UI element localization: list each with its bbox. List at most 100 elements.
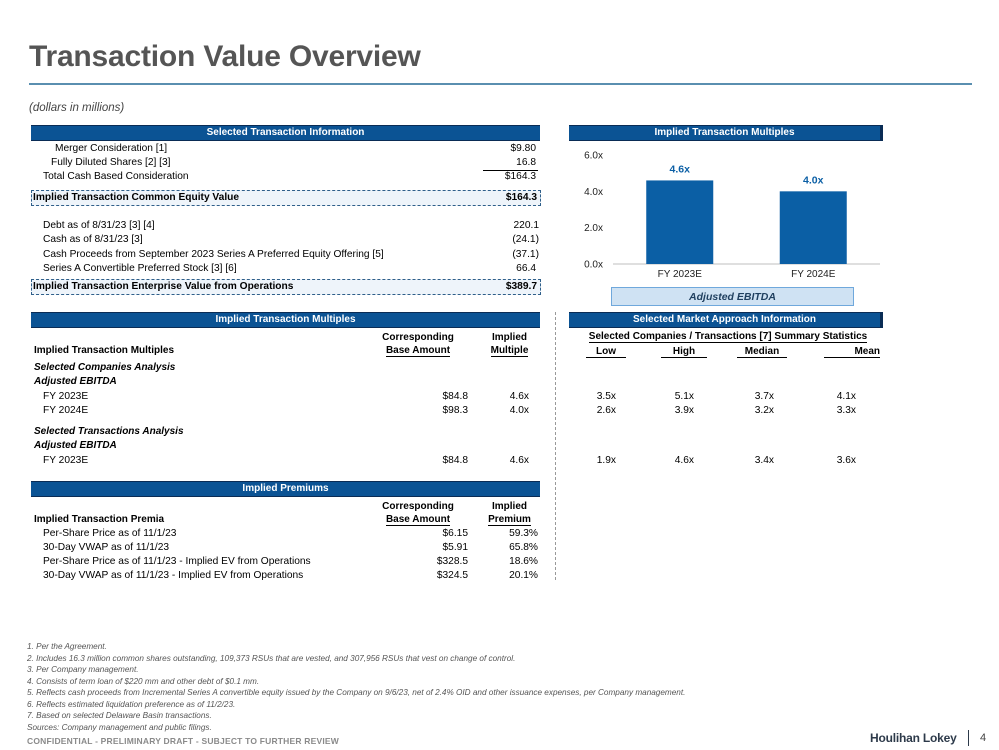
title-divider xyxy=(29,83,972,85)
premium-row-label: 30-Day VWAP as of 11/1/23 xyxy=(43,542,170,553)
market-col-low: Low xyxy=(578,345,634,358)
market-high: 4.6x xyxy=(674,455,694,466)
premium-col-implied-premium: Implied Premium xyxy=(477,500,542,526)
equity-value-highlight: Implied Transaction Common Equity Value … xyxy=(31,190,541,206)
row-base-amount: $98.3 xyxy=(442,405,469,416)
footnote: 5. Reflects cash proceeds from Increment… xyxy=(27,688,686,697)
market-mean: 3.3x xyxy=(836,405,856,416)
footnote: 6. Reflects estimated liquidation prefer… xyxy=(27,699,236,709)
sti-row-value: $164.3 xyxy=(504,171,536,182)
market-row-fy2023e: 3.5x 5.1x 3.7x 4.1x xyxy=(569,391,880,405)
sti-row-value: (37.1) xyxy=(512,249,539,260)
sti-row-label: Cash Proceeds from September 2023 Series… xyxy=(43,249,384,260)
section-divider xyxy=(555,312,556,580)
section-selected-companies: Selected Companies Analysis xyxy=(34,362,176,373)
premium-row: Per-Share Price as of 11/1/23 - Implied … xyxy=(31,556,551,570)
market-row-transactions-fy2023e: 1.9x 4.6x 3.4x 3.6x xyxy=(569,455,880,469)
bar-data-label: 4.6x xyxy=(670,163,691,175)
premium-row: Per-Share Price as of 11/1/23 $6.15 59.3… xyxy=(31,528,551,542)
row-label: FY 2023E xyxy=(43,455,89,466)
market-col-label: Mean xyxy=(824,346,880,358)
sti-row-label: Total Cash Based Consideration xyxy=(43,171,189,182)
y-tick-label: 0.0x xyxy=(584,260,603,271)
subtotal-underline xyxy=(483,170,538,171)
sti-row-label: Series A Convertible Preferred Stock [3]… xyxy=(43,263,237,274)
market-summary-subheader-text: Selected Companies / Transactions [7] Su… xyxy=(588,331,868,343)
market-median: 3.2x xyxy=(754,405,774,416)
page-title: Transaction Value Overview xyxy=(29,40,421,73)
market-col-mean: Mean xyxy=(808,345,880,358)
footnote: 4. Consists of term loan of $220 mm and … xyxy=(27,676,260,686)
premium-row-base: $6.15 xyxy=(442,528,469,539)
market-median: 3.4x xyxy=(754,455,774,466)
footnote: 1. Per the Agreement. xyxy=(27,642,107,651)
equity-value-amount: $164.3 xyxy=(505,192,537,203)
sti-row-value: (24.1) xyxy=(512,234,539,245)
market-high: 5.1x xyxy=(674,391,694,402)
sti-row-value: 16.8 xyxy=(516,157,536,168)
footnote: 3. Per Company management. xyxy=(27,665,139,674)
y-tick-label: 4.0x xyxy=(584,187,603,198)
confidential-notice: CONFIDENTIAL - PRELIMINARY DRAFT - SUBJE… xyxy=(27,736,340,746)
y-tick-label: 2.0x xyxy=(584,223,603,234)
col-header-line: Implied xyxy=(491,501,527,512)
col-header-base-amount: Corresponding Base Amount xyxy=(368,331,468,357)
col-header-line: Implied xyxy=(491,332,527,343)
row-base-amount: $84.8 xyxy=(442,455,469,466)
enterprise-value-amount: $389.7 xyxy=(505,281,537,292)
market-approach-header: Selected Market Approach Information xyxy=(569,312,883,328)
multiple-row-fy2023e: FY 2023E $84.8 4.6x xyxy=(31,391,551,405)
bar-data-label: 4.0x xyxy=(803,174,824,186)
market-col-median: Median xyxy=(727,345,797,358)
col-header-implied-multiple: Implied Multiple xyxy=(477,331,542,357)
row-label: FY 2023E xyxy=(43,391,89,402)
premium-row-premium: 65.8% xyxy=(509,542,538,553)
row-base-amount: $84.8 xyxy=(442,391,469,402)
sti-row-total-cash-consideration: Total Cash Based Consideration $164.3 xyxy=(31,171,540,185)
sti-row-fully-diluted-shares: Fully Diluted Shares [2] [3] 16.8 xyxy=(31,157,540,171)
col-header-line: Premium xyxy=(488,514,531,526)
sti-row-debt: Debt as of 8/31/23 [3] [4] 220.1 xyxy=(31,220,540,234)
y-tick-label: 6.0x xyxy=(584,151,603,162)
premium-row-premium: 20.1% xyxy=(509,570,538,581)
premium-col-base-amount: Corresponding Base Amount xyxy=(368,500,468,526)
sti-row-cash-proceeds: Cash Proceeds from September 2023 Series… xyxy=(31,249,540,263)
premium-row: 30-Day VWAP as of 11/1/23 - Implied EV f… xyxy=(31,570,551,584)
sti-row-label: Cash as of 8/31/23 [3] xyxy=(43,234,143,245)
multiple-row-fy2024e: FY 2024E $98.3 4.0x xyxy=(31,405,551,419)
sti-row-label: Fully Diluted Shares [2] [3] xyxy=(51,157,171,168)
implied-multiples-bar-chart: 6.0x 4.0x 2.0x 0.0x 4.6x FY 2023E 4.0x FY 2024E xyxy=(584,151,880,280)
footnote: 2. Includes 16.3 million common shares o… xyxy=(27,653,516,663)
x-tick-label: FY 2023E xyxy=(658,269,703,280)
row-implied-multiple: 4.0x xyxy=(509,405,529,416)
premium-col-label: Implied Transaction Premia xyxy=(34,514,165,525)
sti-row-cash: Cash as of 8/31/23 [3] (24.1) xyxy=(31,234,540,248)
footer-divider xyxy=(968,730,969,746)
enterprise-value-label: Implied Transaction Enterprise Value fro… xyxy=(33,281,294,292)
sti-row-series-a-preferred: Series A Convertible Preferred Stock [3]… xyxy=(31,263,540,277)
sti-row-label: Debt as of 8/31/23 [3] [4] xyxy=(43,220,155,231)
market-summary-subheader: Selected Companies / Transactions [7] Su… xyxy=(578,331,878,343)
market-low: 3.5x xyxy=(596,391,616,402)
premium-row-base: $328.5 xyxy=(436,556,468,567)
col-header-line: Corresponding xyxy=(382,501,454,512)
chart-legend-adjusted-ebitda: Adjusted EBITDA xyxy=(611,287,854,306)
bar-fy-2024e xyxy=(779,191,847,264)
premium-row-base: $324.5 xyxy=(436,570,468,581)
section-sub-adjusted-ebitda: Adjusted EBITDA xyxy=(34,440,117,451)
sti-row-value: 220.1 xyxy=(513,220,540,231)
section-selected-transactions: Selected Transactions Analysis xyxy=(34,426,184,437)
premium-row-base: $5.91 xyxy=(442,542,469,553)
sti-row-merger-consideration: Merger Consideration [1] $9.80 xyxy=(31,143,540,157)
section-sub-adjusted-ebitda: Adjusted EBITDA xyxy=(34,376,117,387)
footnote-sources: Sources: Company management and public f… xyxy=(27,722,212,732)
market-col-label: Low xyxy=(586,346,626,358)
footnote: 7. Based on selected Delaware Basin tran… xyxy=(27,711,212,720)
selected-transaction-info-header: Selected Transaction Information xyxy=(31,125,540,141)
col-header-line: Base Amount xyxy=(385,345,451,357)
sti-row-label: Merger Consideration [1] xyxy=(55,143,168,154)
col-header-label: Implied Transaction Multiples xyxy=(34,345,175,356)
market-row-fy2024e: 2.6x 3.9x 3.2x 3.3x xyxy=(569,405,880,419)
premium-row-label: Per-Share Price as of 11/1/23 xyxy=(43,528,177,539)
market-col-high: High xyxy=(651,345,717,358)
